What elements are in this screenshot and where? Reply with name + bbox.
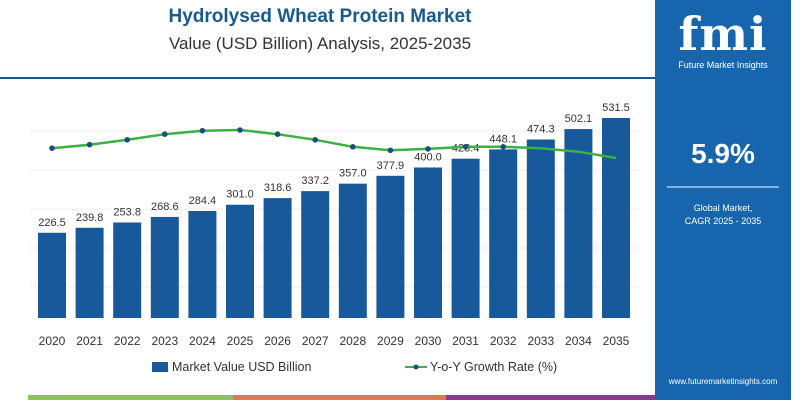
x-tick-2035: 2035 (603, 334, 630, 348)
x-tick-2021: 2021 (76, 334, 103, 348)
growth-point-2026 (274, 131, 281, 137)
chart: 226.5 2020 239.8 2021 253.8 2022 268.6 2023 284.… (30, 102, 640, 348)
chart-title: Hydrolysed Wheat Protein Market (168, 6, 472, 27)
cagr-label-line2: CAGR 2025 - 2035 (684, 216, 762, 226)
bar-2034 (564, 129, 593, 318)
x-tick-2026: 2026 (264, 334, 291, 348)
growth-point-2031 (462, 144, 469, 150)
bar-2029 (376, 175, 405, 318)
x-tick-2033: 2033 (527, 334, 554, 348)
legend-bar-swatch (152, 362, 168, 372)
legend-line: Y-o-Y Growth Rate (%) (405, 360, 557, 374)
logo-subtitle: Future Market Insights (678, 60, 768, 70)
bar-label-2028: 357.0 (339, 168, 367, 180)
bar-2026 (263, 198, 292, 318)
x-tick-2029: 2029 (377, 334, 404, 348)
growth-point-2020 (49, 145, 55, 151)
growth-point-2022 (124, 137, 130, 143)
bar-2027 (301, 191, 330, 318)
growth-point-2032 (500, 144, 507, 150)
x-tick-2022: 2022 (114, 334, 141, 348)
bar-2031 (451, 158, 480, 318)
bar-label-2029: 377.9 (377, 160, 405, 172)
bar-2032 (489, 149, 518, 318)
cagr-label: Global Market, CAGR 2025 - 2035 (655, 202, 791, 228)
bar-label-2025: 301.0 (226, 189, 254, 201)
cagr-label-line1: Global Market, (693, 203, 753, 213)
bar-label-2033: 474.3 (527, 124, 555, 136)
bar-label-2021: 239.8 (76, 212, 104, 224)
growth-point-2030 (425, 146, 431, 152)
bar-2030 (414, 167, 442, 318)
panel-divider (667, 186, 779, 188)
footer-stripe-purple (446, 395, 655, 400)
bar-label-2023: 268.6 (151, 201, 179, 213)
legend-bar: Market Value USD Billion (152, 360, 311, 374)
x-tick-2024: 2024 (189, 334, 216, 348)
bar-2022 (113, 222, 142, 318)
legend-line-label: Y-o-Y Growth Rate (%) (430, 360, 558, 374)
footer-stripe-green (28, 395, 233, 400)
growth-line (51, 128, 617, 160)
bar-label-2024: 284.4 (189, 195, 217, 207)
footer-stripe-orange (233, 395, 446, 400)
title-divider (0, 77, 655, 79)
growth-point-2027 (312, 137, 319, 143)
x-tick-2023: 2023 (151, 334, 178, 348)
bar-2035 (602, 118, 630, 318)
x-tick-2031: 2031 (452, 334, 479, 348)
growth-point-2023 (162, 131, 168, 137)
growth-point-2024 (199, 127, 206, 134)
chart-subtitle: Value (USD Billion) Analysis, 2025-2035 (168, 34, 472, 53)
bar-label-2032: 448.1 (489, 133, 517, 145)
growth-point-2021 (86, 141, 93, 148)
bar-label-2027: 337.2 (301, 175, 329, 187)
bar-label-2020: 226.5 (38, 217, 66, 229)
x-tick-2020: 2020 (39, 334, 66, 348)
x-tick-2034: 2034 (565, 334, 592, 348)
bar-2025 (226, 204, 254, 318)
side-panel: fmi Future Market Insights 5.9% Global M… (655, 0, 791, 400)
website-link[interactable]: www.futuremarketinsights.com (668, 377, 778, 386)
legend-line-swatch (405, 364, 427, 370)
bar-2024 (188, 210, 217, 318)
x-tick-2027: 2027 (302, 334, 329, 348)
growth-point-2028 (350, 144, 356, 150)
x-tick-2028: 2028 (339, 334, 366, 348)
fmi-logo: fmi (678, 7, 768, 61)
bar-label-2035: 531.5 (602, 102, 630, 114)
bar-2020 (38, 232, 66, 318)
bar-2028 (338, 183, 367, 318)
bar-2033 (526, 139, 555, 318)
legend-bar-label: Market Value USD Billion (172, 360, 312, 374)
x-tick-2025: 2025 (227, 334, 254, 348)
x-tick-2032: 2032 (490, 334, 517, 348)
growth-point-2029 (387, 147, 394, 154)
cagr-value: 5.9% (691, 138, 755, 169)
bar-label-2034: 502.1 (565, 113, 593, 125)
growth-point-2025 (237, 127, 243, 133)
bar-label-2022: 253.8 (113, 206, 141, 218)
bar-2023 (150, 216, 179, 318)
bar-2021 (75, 227, 104, 318)
bar-label-2026: 318.6 (264, 182, 292, 194)
x-tick-2030: 2030 (415, 334, 442, 348)
bar-label-2030: 400.0 (414, 151, 442, 163)
